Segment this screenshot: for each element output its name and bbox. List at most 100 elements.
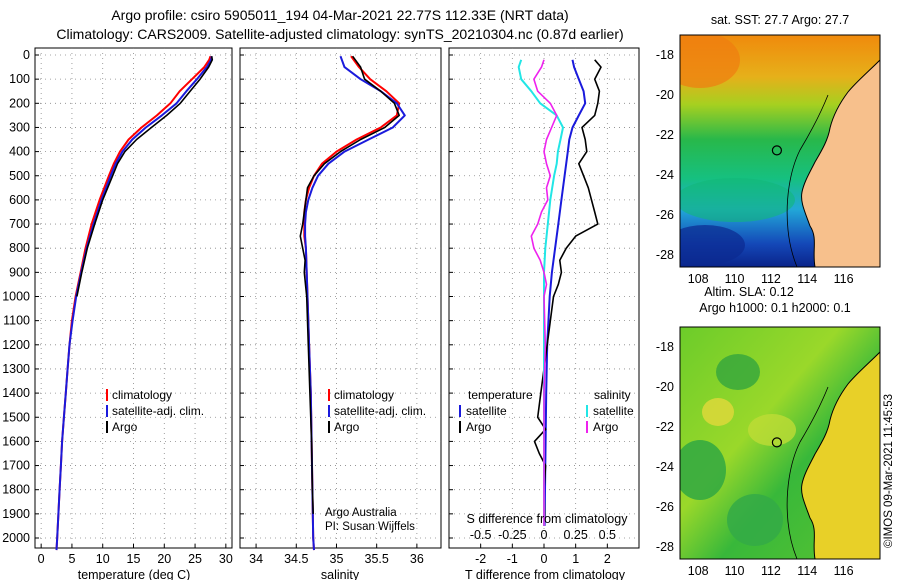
- x-tick-label: 35: [330, 552, 344, 566]
- lon-tick-label: 112: [761, 564, 781, 578]
- depth-tick-label: 1400: [2, 386, 30, 400]
- title-line2: Climatology: CARS2009. Satellite-adjuste…: [56, 26, 623, 42]
- sla-high-patch: [748, 414, 796, 446]
- depth-tick-label: 400: [9, 145, 30, 159]
- x-tick-label: 10: [96, 552, 110, 566]
- depth-tick-label: 900: [9, 265, 30, 279]
- x-axes: 0 5 10 15 20 25 30 34 34.5 35 35.5 36 -2 -1 0 1 2: [38, 552, 611, 566]
- x-tick-label: -2: [475, 552, 486, 566]
- sst-warm-patch: [680, 35, 740, 88]
- s-diff-tick-label: -0.25: [498, 528, 527, 542]
- legend-diff-salinity: salinity: [594, 388, 631, 402]
- lon-tick-label: 110: [725, 564, 745, 578]
- s-diff-tick-label: -0.5: [470, 528, 492, 542]
- diff-xlabel: T difference from climatology: [465, 568, 626, 580]
- lon-tick-label: 108: [688, 564, 709, 578]
- temp-legend: climatology satellite-adj. clim. Argo: [106, 388, 204, 434]
- s-diff-tick-label: 0.25: [563, 528, 587, 542]
- watermark: ©IMOS 09-Mar-2021 11:45:53: [883, 394, 895, 548]
- legend-diff-t-satellite: satellite: [466, 404, 507, 418]
- pi-note-line1: Argo Australia: [325, 507, 397, 519]
- x-tick-label: 25: [188, 552, 202, 566]
- series-argo: [76, 56, 214, 297]
- depth-tick-label: 1000: [2, 290, 30, 304]
- series-temperature-argo: [533, 59, 602, 526]
- legend-temp-satellite: satellite-adj. clim.: [112, 404, 204, 418]
- sla-map: [680, 327, 880, 559]
- series-satellite-adj-clim-: [304, 55, 406, 551]
- legend-diff-s-argo: Argo: [593, 420, 619, 434]
- sal-xlabel: salinity: [321, 568, 360, 580]
- series-layer: [55, 55, 602, 551]
- lon-tick-label: 114: [797, 564, 817, 578]
- x-tick-label: -1: [507, 552, 518, 566]
- series-argo: [299, 55, 401, 514]
- grid-layer: [35, 48, 639, 548]
- legend-diff-s-satellite: satellite: [593, 404, 634, 418]
- lat-tick-label: -26: [656, 208, 674, 222]
- pi-note-line2: PI: Susan Wijffels: [325, 521, 415, 533]
- x-tick-label: 15: [127, 552, 141, 566]
- depth-tick-label: 1800: [2, 483, 30, 497]
- sst-map-frame: [679, 34, 881, 268]
- lon-tick-label: 116: [834, 564, 854, 578]
- depth-tick-label: 100: [9, 72, 30, 86]
- temp-xlabel: temperature (deg C): [78, 568, 191, 580]
- depth-tick-label: 1900: [2, 507, 30, 521]
- sst-map-ticks: -18 -20 -22 -24 -26 -28 108 110 112 114 116: [656, 48, 854, 286]
- sla-low-patch: [680, 440, 726, 500]
- depth-axis: 0 100 200 300 400 500 600 700 800 900 1000 1100 1200…: [2, 48, 30, 545]
- legend-temp-argo: Argo: [112, 420, 138, 434]
- s-diff-tick-label: 0: [541, 528, 548, 542]
- lat-tick-label: -22: [656, 420, 674, 434]
- lat-tick-label: -18: [656, 48, 674, 62]
- sla-low-patch: [716, 354, 760, 390]
- x-tick-label: 34: [249, 552, 263, 566]
- sla-float-marker: [771, 437, 783, 448]
- s-diff-axis-label: S difference from climatology: [467, 512, 629, 526]
- s-diff-tick-label: 0.5: [599, 528, 616, 542]
- sst-map: [680, 35, 880, 267]
- sla-map-title2: Argo h1000: 0.1 h2000: 0.1: [699, 301, 851, 315]
- depth-tick-label: 600: [9, 193, 30, 207]
- series-satellite-adj-clim-: [55, 56, 213, 551]
- x-tick-label: 20: [157, 552, 171, 566]
- lon-tick-label: 110: [725, 272, 745, 286]
- depth-tick-label: 700: [9, 217, 30, 231]
- lat-tick-label: -26: [656, 500, 674, 514]
- lon-tick-label: 114: [797, 272, 817, 286]
- series-temperature-satellite: [543, 59, 587, 526]
- lat-tick-label: -20: [656, 380, 674, 394]
- lat-tick-label: -24: [656, 460, 674, 474]
- sla-low-patch: [727, 494, 783, 546]
- depth-tick-label: 1700: [2, 459, 30, 473]
- sla-isobath: [786, 386, 829, 559]
- x-tick-label: 2: [604, 552, 611, 566]
- lon-tick-label: 116: [834, 272, 854, 286]
- legend-sal-argo: Argo: [334, 420, 360, 434]
- lat-tick-label: -28: [656, 248, 674, 262]
- x-tick-label: 0: [38, 552, 45, 566]
- depth-tick-label: 200: [9, 96, 30, 110]
- series-salinity-argo: [530, 59, 558, 526]
- sst-float-marker: [771, 145, 783, 156]
- title-line1: Argo profile: csiro 5905011_194 04-Mar-2…: [111, 7, 568, 23]
- lon-tick-label: 112: [761, 272, 781, 286]
- lon-tick-label: 108: [688, 272, 709, 286]
- legend-sal-satellite: satellite-adj. clim.: [334, 404, 426, 418]
- x-tick-label: 35.5: [365, 552, 389, 566]
- depth-tick-label: 1600: [2, 434, 30, 448]
- sal-legend: climatology satellite-adj. clim. Argo: [328, 388, 426, 434]
- x-tick-label: 5: [68, 552, 75, 566]
- x-tick-label: 0: [541, 552, 548, 566]
- sla-map-ticks: -18 -20 -22 -24 -26 -28 108 110 112 114 116: [656, 340, 854, 578]
- lat-tick-label: -28: [656, 540, 674, 554]
- sla-land: [801, 327, 880, 559]
- x-tick-label: 30: [219, 552, 233, 566]
- depth-tick-label: 1300: [2, 362, 30, 376]
- sal-panel-frame: [239, 47, 442, 549]
- sst-isobath: [786, 94, 829, 267]
- lat-tick-label: -22: [656, 128, 674, 142]
- depth-tick-label: 2000: [2, 531, 30, 545]
- x-tick-label: 1: [572, 552, 579, 566]
